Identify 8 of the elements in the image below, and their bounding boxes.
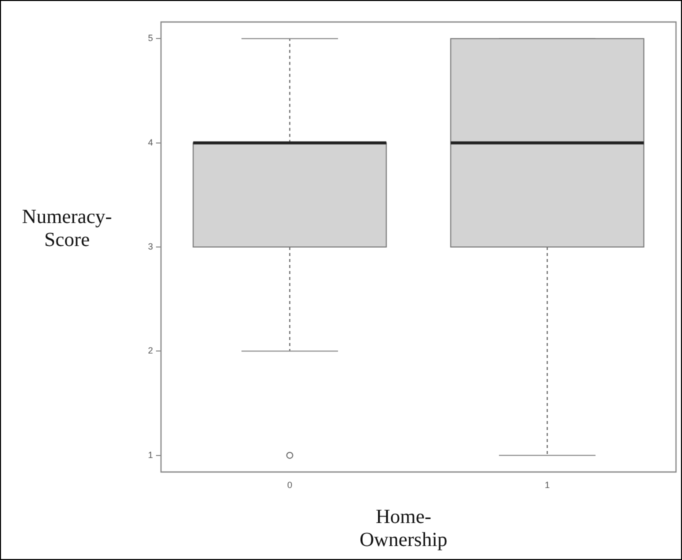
y-tick-label: 2 [148,346,153,356]
y-tick-label: 5 [148,33,153,44]
y-axis-title: Numeracy-Score [21,206,113,252]
x-axis-title: Home-Ownership [358,506,448,552]
y-tick-label: 4 [148,137,153,148]
y-tick-label: 1 [148,450,153,460]
y-tick-label: 3 [148,241,153,252]
x-tick-label: 0 [287,480,292,490]
